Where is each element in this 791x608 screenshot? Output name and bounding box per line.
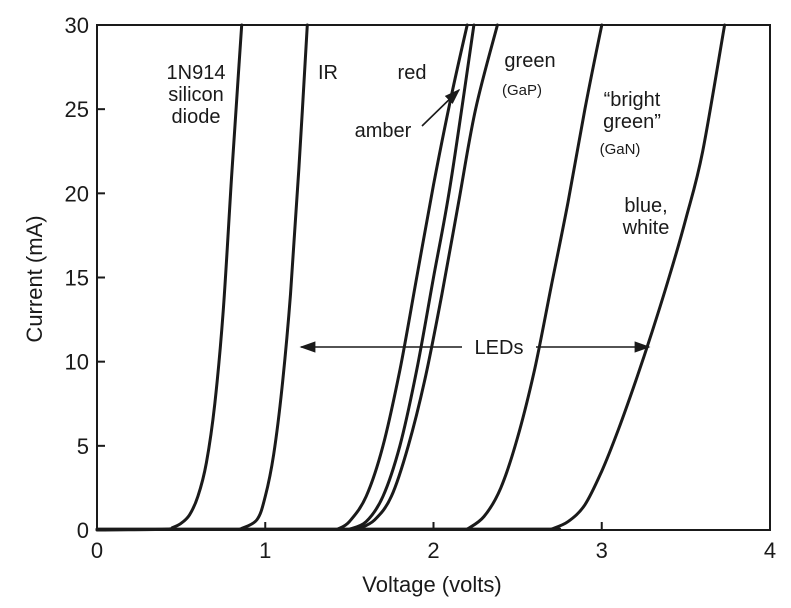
label-blue-white-line1: blue, [624, 195, 667, 217]
x-tick-label: 4 [764, 538, 776, 563]
label-blue-white-line2: white [622, 217, 670, 239]
series-line-green-gap [356, 23, 499, 531]
label-bright-green-sub: (GaN) [600, 141, 641, 158]
label-bright-green-line2: green” [603, 111, 661, 133]
series-line-bright-green-gan [465, 23, 604, 531]
series-line-ir [238, 23, 309, 531]
y-tick-label: 15 [65, 266, 89, 291]
label-silicon-line2: silicon [168, 84, 224, 106]
label-bright-green-line1: “bright [604, 89, 661, 111]
y-tick-label: 20 [65, 181, 89, 206]
amber-pointer-arrow [421, 88, 461, 127]
x-axis-label: Voltage (volts) [362, 572, 501, 597]
label-silicon-line3: diode [172, 106, 221, 128]
label-green: green [504, 50, 555, 72]
label-red: red [398, 62, 427, 84]
y-tick-label: 10 [65, 350, 89, 375]
label-green-sub: (GaP) [502, 82, 542, 99]
y-tick-label: 0 [77, 518, 89, 543]
label-silicon-line1: 1N914 [167, 62, 226, 84]
x-tick-label: 0 [91, 538, 103, 563]
x-tick-label: 2 [427, 538, 439, 563]
series-line-amber [347, 23, 476, 531]
series-line-red [336, 23, 469, 531]
y-tick-label: 5 [77, 434, 89, 459]
x-tick-label: 1 [259, 538, 271, 563]
label-amber: amber [355, 120, 412, 142]
y-tick-label: 30 [65, 13, 89, 38]
series-line-blue-white [549, 23, 727, 531]
curves [95, 23, 727, 532]
series-line-1n914-silicon-diode [95, 23, 244, 532]
label-ir: IR [318, 62, 338, 84]
y-axis-label: Current (mA) [22, 215, 47, 342]
x-tick-label: 3 [596, 538, 608, 563]
leds-annotation: LEDs [475, 337, 524, 359]
y-tick-label: 25 [65, 97, 89, 122]
